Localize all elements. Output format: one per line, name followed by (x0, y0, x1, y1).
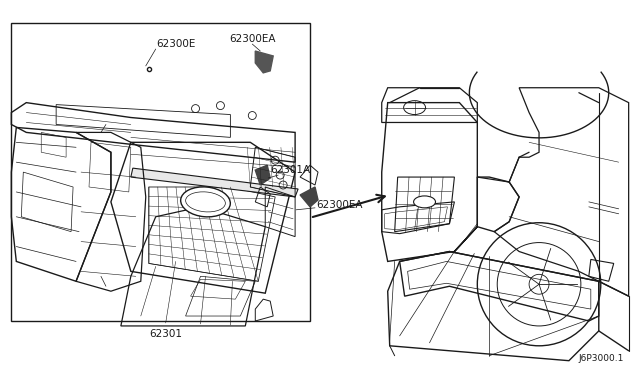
Text: 62301A: 62301A (270, 165, 310, 175)
Ellipse shape (413, 196, 435, 208)
Text: 62300EA: 62300EA (229, 34, 276, 44)
Text: 62300E: 62300E (156, 39, 195, 49)
Bar (12, 23, 310, 321)
Text: J6P3000.1: J6P3000.1 (579, 354, 623, 363)
Polygon shape (300, 187, 318, 207)
Polygon shape (255, 165, 270, 185)
Ellipse shape (180, 187, 230, 217)
Text: 62300EA: 62300EA (317, 200, 363, 210)
Text: 62301: 62301 (149, 329, 182, 339)
Polygon shape (131, 168, 298, 197)
Polygon shape (255, 51, 273, 73)
